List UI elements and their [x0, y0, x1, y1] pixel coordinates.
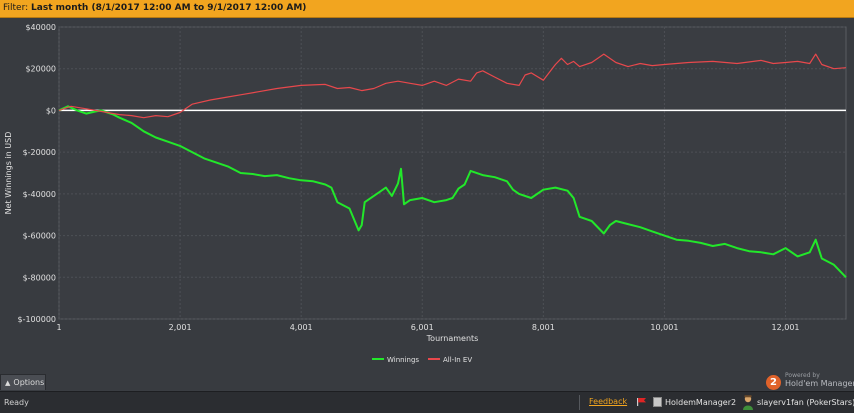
hm2-logo-icon: 2 [766, 375, 781, 390]
x-tick-label: 12,001 [772, 323, 800, 332]
powered-by-logo: 2 Powered by Hold'em Manager [766, 372, 854, 394]
plot-area [58, 26, 847, 320]
y-tick-label: $-60000 [23, 232, 56, 241]
player-label[interactable]: slayerv1fan (PokerStars) [757, 398, 854, 407]
options-label: Options [13, 378, 45, 387]
y-tick-label: $-80000 [23, 273, 56, 282]
chevron-up-icon: ▲ [5, 379, 11, 387]
legend-entry: All-In EV [443, 356, 472, 364]
feedback-link[interactable]: Feedback [589, 397, 628, 406]
status-divider [579, 395, 580, 410]
powered-by-text: Powered by [785, 372, 820, 379]
app-label[interactable]: HoldemManager2 [665, 398, 737, 407]
y-tick-label: $-40000 [23, 190, 56, 199]
x-tick-label: 1 [56, 323, 61, 332]
x-tick-label: 2,001 [169, 323, 192, 332]
y-axis-label: Net Winnings in USD [4, 132, 13, 215]
status-bar: Ready Feedback HoldemManager2 slayerv1fa… [0, 391, 854, 413]
y-tick-label: $-20000 [23, 148, 56, 157]
x-tick-label: 6,001 [411, 323, 434, 332]
net-winnings-chart: $40000 $20000 $0 $-20000 $-40000 $-60000 $-800… [4, 23, 847, 364]
holdem-manager-icon [653, 397, 662, 407]
y-tick-label: $20000 [25, 65, 56, 74]
filter-value: Last month (8/1/2017 12:00 AM to 9/1/201… [31, 3, 307, 13]
series-line-winnings [58, 105, 847, 278]
x-tick-label: 8,001 [532, 323, 555, 332]
x-axis-label: Tournaments [426, 334, 479, 343]
options-bar: ▲ Options [0, 374, 854, 390]
options-toggle[interactable]: ▲ Options [0, 374, 46, 390]
chart-area: $40000 $20000 $0 $-20000 $-40000 $-60000 $-800… [0, 18, 854, 374]
y-tick-label: $40000 [25, 23, 56, 32]
player-avatar-icon [743, 395, 753, 410]
y-tick-label: $-100000 [17, 315, 56, 324]
legend-entry: Winnings [387, 356, 419, 364]
series-line-all-in-ev [58, 53, 847, 119]
filter-label: Filter: [3, 3, 29, 13]
powered-by-brand: Hold'em Manager [785, 379, 854, 388]
flag-icon[interactable] [637, 398, 646, 406]
status-ready: Ready [4, 398, 29, 407]
x-tick-label: 10,001 [650, 323, 678, 332]
filter-text: Filter: Last month (8/1/2017 12:00 AM to… [3, 3, 306, 13]
x-tick-label: 4,001 [290, 323, 313, 332]
filter-bar[interactable]: Filter: Last month (8/1/2017 12:00 AM to… [0, 0, 854, 18]
y-tick-label: $0 [46, 106, 56, 115]
